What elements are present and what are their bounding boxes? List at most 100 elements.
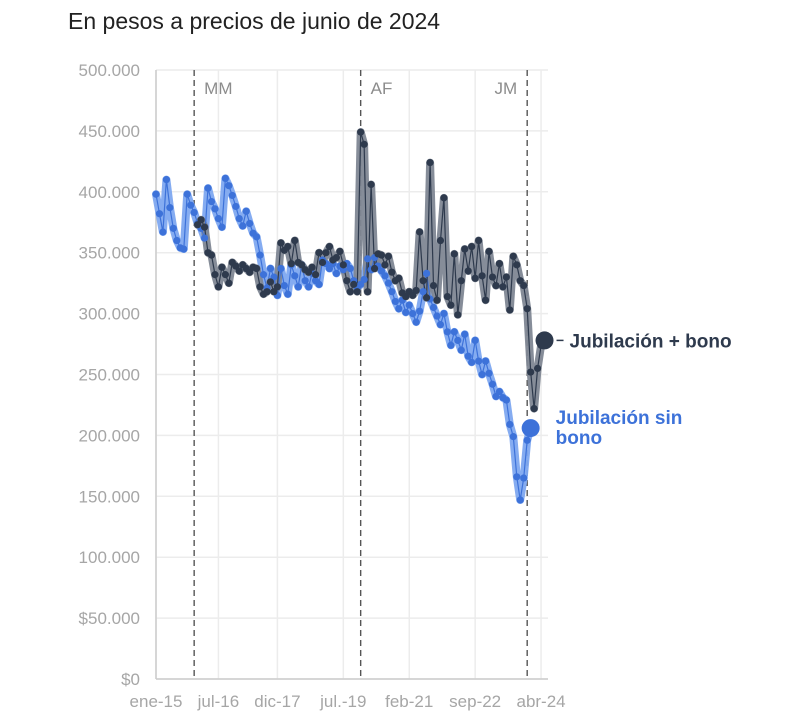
data-point-sin-bono	[405, 301, 413, 309]
data-point-con-bono	[318, 258, 327, 267]
data-point-con-bono	[284, 243, 292, 251]
data-point-sin-bono	[155, 210, 164, 218]
data-point-sin-bono	[416, 307, 424, 315]
data-point-con-bono	[225, 279, 233, 287]
data-point-con-bono	[478, 272, 486, 280]
data-point-sin-bono	[152, 190, 160, 198]
data-point-sin-bono	[204, 184, 212, 192]
data-point-con-bono	[461, 245, 469, 253]
x-tick-label: ene-15	[130, 692, 183, 711]
series-end-marker-sin-bono	[521, 419, 540, 438]
data-point-con-bono	[263, 288, 271, 296]
data-point-sin-bono	[280, 281, 288, 290]
data-point-sin-bono	[457, 346, 465, 354]
data-point-con-bono	[422, 294, 431, 302]
data-point-sin-bono	[183, 190, 191, 198]
data-point-sin-bono	[221, 174, 229, 183]
series-label-sin-bono: Jubilación sin bono	[556, 408, 683, 449]
series-end-marker-con-bono	[535, 331, 554, 350]
data-point-sin-bono	[412, 318, 420, 326]
data-point-sin-bono	[433, 312, 441, 320]
data-point-con-bono	[419, 277, 427, 285]
data-point-con-bono	[464, 267, 472, 275]
data-point-sin-bono	[395, 305, 403, 313]
data-point-con-bono	[499, 283, 507, 291]
y-tick-label: 250.000	[79, 366, 140, 385]
axes: $0 $50.000 100.000 150.000 200.000 250.000 300…	[79, 61, 566, 711]
data-point-con-bono	[367, 180, 375, 189]
data-point-con-bono	[253, 264, 261, 273]
data-point-con-bono	[530, 405, 538, 413]
data-point-con-bono	[287, 260, 295, 268]
data-point-con-bono	[520, 281, 528, 290]
data-point-sin-bono	[162, 176, 171, 184]
data-point-sin-bono	[159, 228, 167, 236]
data-point-con-bono	[364, 288, 372, 296]
data-point-con-bono	[485, 247, 493, 256]
y-tick-label: 200.000	[79, 426, 140, 445]
data-point-con-bono	[315, 249, 323, 257]
data-point-con-bono	[200, 223, 209, 231]
data-point-con-bono	[357, 128, 365, 136]
data-point-con-bono	[450, 250, 458, 258]
y-tick-label: $0	[121, 670, 140, 689]
period-label: MM	[204, 79, 232, 98]
data-point-con-bono	[266, 278, 275, 286]
data-point-con-bono	[235, 267, 243, 275]
data-point-con-bono	[440, 194, 448, 202]
data-point-con-bono	[384, 252, 393, 260]
data-point-con-bono	[256, 283, 264, 291]
y-tick-label: $50.000	[79, 609, 140, 628]
data-point-sin-bono	[488, 380, 497, 388]
series-points	[152, 128, 554, 504]
data-point-con-bono	[273, 283, 282, 291]
data-point-sin-bono	[166, 204, 174, 212]
data-point-con-bono	[322, 249, 330, 257]
data-point-sin-bono	[180, 245, 188, 253]
data-point-sin-bono	[391, 297, 399, 306]
data-point-con-bono	[492, 281, 500, 290]
data-point-con-bono	[457, 277, 465, 285]
data-point-sin-bono	[346, 264, 354, 273]
data-point-con-bono	[360, 140, 368, 148]
data-point-con-bono	[218, 263, 226, 271]
data-point-sin-bono	[305, 283, 313, 291]
data-point-sin-bono	[523, 436, 531, 444]
x-tick-label: dic-17	[254, 692, 300, 711]
data-point-con-bono	[381, 261, 389, 269]
data-point-sin-bono	[211, 205, 219, 213]
data-point-con-bono	[523, 305, 531, 313]
data-point-con-bono	[426, 158, 434, 167]
data-point-con-bono	[211, 271, 219, 279]
y-tick-label: 450.000	[79, 122, 140, 141]
data-point-con-bono	[495, 260, 504, 268]
period-label: JM	[495, 79, 518, 98]
data-point-sin-bono	[256, 251, 264, 259]
series-label-con-bono: Jubilación + bono	[570, 331, 732, 352]
data-point-sin-bono	[315, 280, 323, 288]
data-point-sin-bono	[259, 271, 268, 279]
data-point-sin-bono	[409, 310, 417, 318]
data-point-con-bono	[308, 263, 316, 271]
data-point-sin-bono	[301, 277, 309, 285]
data-point-sin-bono	[207, 197, 216, 206]
data-point-sin-bono	[242, 207, 250, 215]
data-point-con-bono	[339, 261, 347, 269]
data-point-con-bono	[346, 288, 354, 296]
data-point-sin-bono	[509, 433, 517, 441]
data-point-con-bono	[207, 251, 216, 259]
data-point-sin-bono	[513, 473, 521, 481]
data-point-sin-bono	[218, 223, 226, 231]
y-tick-label: 100.000	[79, 548, 140, 567]
data-point-con-bono	[311, 271, 320, 279]
data-point-sin-bono	[478, 370, 486, 379]
data-point-con-bono	[377, 251, 386, 259]
data-point-con-bono	[291, 236, 299, 245]
series-bands	[152, 128, 549, 504]
y-tick-label: 500.000	[79, 61, 140, 80]
data-point-con-bono	[443, 292, 451, 301]
data-point-sin-bono	[332, 269, 340, 278]
y-tick-label: 400.000	[79, 183, 140, 202]
data-point-con-bono	[221, 271, 229, 279]
